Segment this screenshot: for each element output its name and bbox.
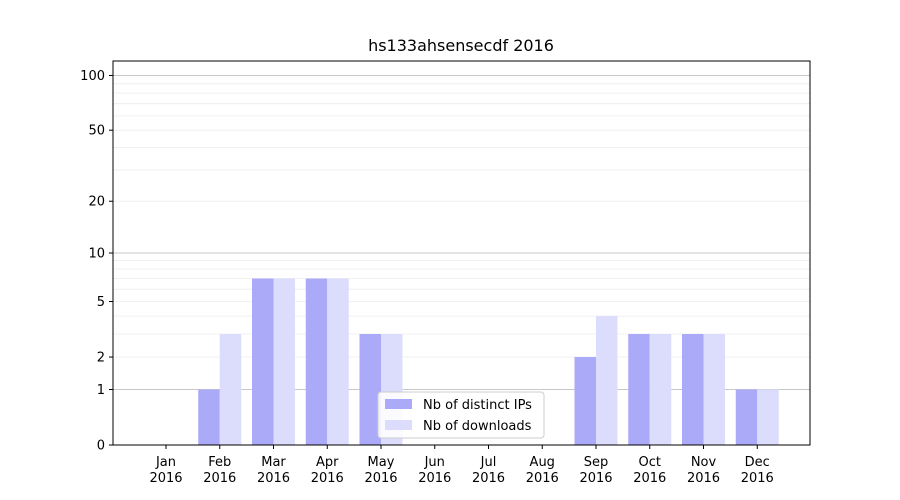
x-tick-label-year: 2016 <box>472 471 505 486</box>
x-tick-label-month: Mar <box>261 455 286 470</box>
bar-downloads-feb <box>219 333 242 445</box>
x-axis: Jan2016Feb2016Mar2016Apr2016May2016Jun20… <box>149 445 774 486</box>
x-tick-label-year: 2016 <box>203 471 236 486</box>
chart-title: hs133ahsensecdf 2016 <box>368 36 554 55</box>
y-axis: 0 1 2 5 10 20 50 100 <box>80 69 113 454</box>
legend-swatch-distinct-ips <box>385 399 412 409</box>
y-tick-label: 5 <box>97 295 105 310</box>
x-tick-label-month: Aug <box>530 455 555 470</box>
bar-downloads-oct <box>649 333 672 445</box>
x-tick-label-month: Dec <box>745 455 770 470</box>
x-tick-label-month: Oct <box>639 455 661 470</box>
bar-downloads-apr <box>327 278 349 445</box>
bar-downloads-dec <box>757 389 779 445</box>
x-tick-label-month: Jun <box>424 455 445 470</box>
x-tick-label-month: Jul <box>480 455 497 470</box>
y-tick-label: 10 <box>88 247 105 262</box>
y-tick-label: 0 <box>97 439 105 454</box>
bar-distinct-ips-oct <box>628 333 650 445</box>
bar-distinct-ips-apr <box>305 278 328 445</box>
y-tick-label: 20 <box>88 195 105 210</box>
bar-distinct-ips-mar <box>252 278 274 445</box>
x-tick-label-month: Feb <box>208 455 231 470</box>
bar-downloads-sep <box>596 316 618 445</box>
x-tick-label-year: 2016 <box>257 471 290 486</box>
x-tick-label-year: 2016 <box>687 471 720 486</box>
legend-box <box>377 391 545 439</box>
bar-downloads-nov <box>703 333 725 445</box>
grid-lines <box>113 74 810 390</box>
x-tick-label-year: 2016 <box>364 471 397 486</box>
bar-distinct-ips-nov <box>682 333 704 445</box>
y-tick-label: 50 <box>88 124 105 139</box>
legend-swatch-downloads <box>385 420 412 430</box>
x-tick-label-month: May <box>368 455 395 470</box>
x-tick-label-month: Nov <box>691 455 717 470</box>
bar-distinct-ips-may <box>359 333 381 445</box>
x-tick-label-month: Sep <box>584 455 609 470</box>
x-tick-label-month: Apr <box>316 455 339 470</box>
x-tick-label-month: Jan <box>155 455 176 470</box>
bar-distinct-ips-sep <box>574 357 596 445</box>
y-tick-label: 100 <box>80 69 105 84</box>
x-tick-label-year: 2016 <box>526 471 559 486</box>
y-tick-label: 1 <box>97 383 105 398</box>
legend-label-downloads: Nb of downloads <box>423 419 532 434</box>
legend: Nb of distinct IPs Nb of downloads <box>377 391 545 439</box>
legend-label-distinct-ips: Nb of distinct IPs <box>423 398 532 413</box>
x-tick-label-year: 2016 <box>311 471 344 486</box>
x-tick-label-year: 2016 <box>741 471 774 486</box>
x-tick-label-year: 2016 <box>418 471 451 486</box>
y-tick-label: 2 <box>97 351 105 366</box>
bar-distinct-ips-dec <box>735 389 758 445</box>
bar-downloads-mar <box>273 278 295 445</box>
bars <box>198 278 779 445</box>
x-tick-label-year: 2016 <box>149 471 182 486</box>
x-tick-label-year: 2016 <box>579 471 612 486</box>
x-tick-label-year: 2016 <box>633 471 666 486</box>
bar-distinct-ips-feb <box>198 389 220 445</box>
